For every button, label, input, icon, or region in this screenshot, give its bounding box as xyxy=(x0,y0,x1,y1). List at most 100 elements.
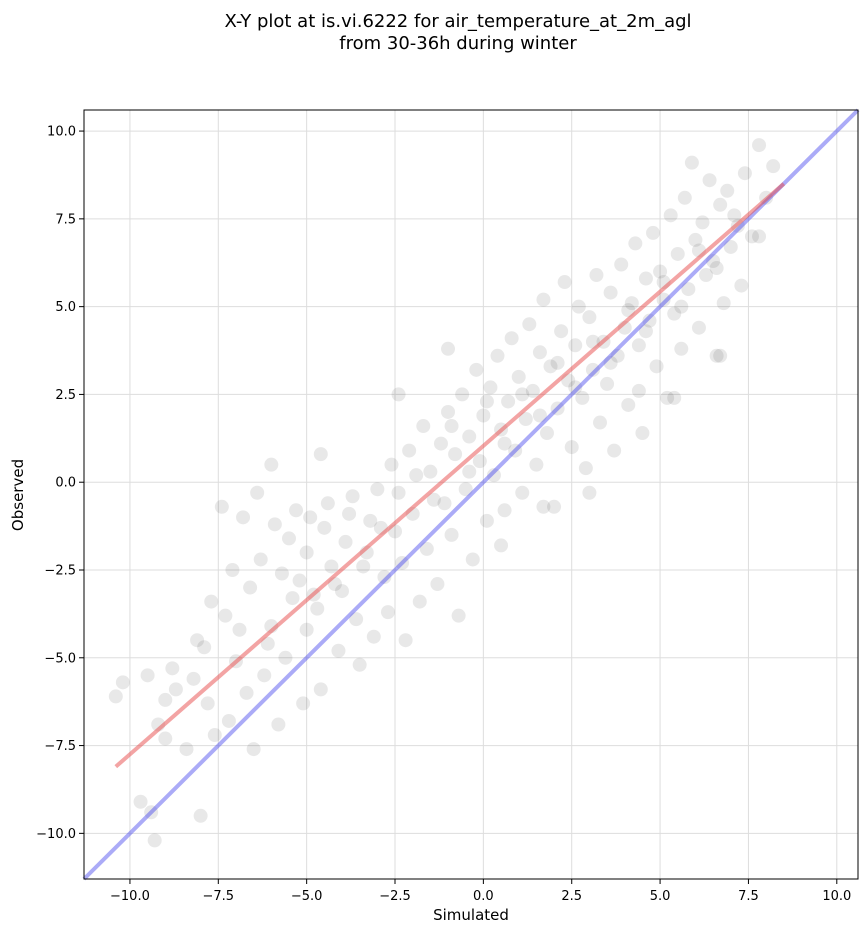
scatter-point xyxy=(593,415,607,430)
fit-line xyxy=(114,182,786,769)
scatter-point xyxy=(709,348,724,363)
scatter-point xyxy=(522,317,537,332)
scatter-point xyxy=(752,229,767,244)
scatter-point xyxy=(433,436,448,451)
scatter-point xyxy=(352,657,367,672)
scatter-point xyxy=(677,190,692,205)
scatter-point xyxy=(713,348,728,363)
scatter-point xyxy=(684,155,699,170)
scatter-point xyxy=(646,225,661,240)
scatter-point xyxy=(575,390,590,405)
scatter-point xyxy=(706,253,721,268)
scatter-point xyxy=(412,594,427,609)
scatter-point xyxy=(133,794,148,809)
x-tick-label: 7.5 xyxy=(738,889,759,904)
scatter-point xyxy=(441,404,456,419)
scatter-point xyxy=(342,506,357,521)
scatter-point xyxy=(462,429,477,444)
scatter-point xyxy=(250,485,265,500)
scatter-point xyxy=(472,454,487,469)
scatter-point xyxy=(486,468,501,483)
scatter-point xyxy=(409,468,424,483)
scatter-point xyxy=(723,239,738,254)
scatter-point xyxy=(631,383,646,398)
scatter-point xyxy=(638,324,653,339)
x-axis-ticks: −10.0 −7.5 −5.0 −2.5 0.0 2.5 5.0 7.5 10.0 xyxy=(110,879,851,904)
scatter-point xyxy=(624,296,639,311)
scatter-point xyxy=(200,696,215,711)
scatter-point xyxy=(744,229,759,244)
scatter-point xyxy=(380,605,395,620)
scatter-point xyxy=(335,584,349,599)
scatter-point xyxy=(508,443,523,458)
scatter-point xyxy=(501,394,516,409)
scatter-point xyxy=(695,215,710,230)
scatter-point xyxy=(568,338,583,353)
scatter-point xyxy=(317,520,332,535)
x-tick-label: 5.0 xyxy=(650,889,671,904)
scatter-point xyxy=(716,296,731,311)
chart-title-line-1: X-Y plot at is.vi.6222 for air_temperatu… xyxy=(224,11,691,32)
y-tick-label: −5.0 xyxy=(44,651,76,666)
scatter-point xyxy=(536,292,551,307)
scatter-point xyxy=(285,591,300,606)
scatter-point xyxy=(497,436,512,451)
scatter-point xyxy=(550,355,565,370)
scatter-point xyxy=(292,573,307,588)
scatter-point xyxy=(585,362,600,377)
y-tick-label: 2.5 xyxy=(55,388,76,403)
scatter-point xyxy=(462,464,477,479)
scatter-point xyxy=(699,268,714,283)
scatter-point xyxy=(398,633,413,648)
y-axis-ticks: −10.0 −7.5 −5.0 −2.5 0.0 2.5 5.0 7.5 10.0 xyxy=(36,125,84,842)
scatter-point xyxy=(737,166,752,181)
scatter-point xyxy=(281,531,296,546)
scatter-point xyxy=(476,408,491,423)
scatter-point xyxy=(313,447,328,462)
scatter-point xyxy=(635,426,650,441)
scatter-point xyxy=(444,527,459,542)
x-tick-label: 0.0 xyxy=(473,889,494,904)
scatter-point xyxy=(663,208,678,223)
scatter-point xyxy=(144,805,159,820)
scatter-point xyxy=(479,513,494,528)
scatter-point xyxy=(232,622,247,637)
scatter-point xyxy=(582,310,597,325)
scatter-point xyxy=(278,650,293,665)
scatter-point xyxy=(218,608,233,623)
scatter-point xyxy=(320,496,335,511)
scatter-point xyxy=(324,559,339,574)
plot-area-frame xyxy=(83,109,859,880)
scatter-point xyxy=(578,461,593,476)
scatter-point xyxy=(186,671,201,686)
scatter-point xyxy=(108,689,123,704)
y-tick-label: 7.5 xyxy=(55,212,76,227)
scatter-point xyxy=(642,313,657,328)
scatter-point xyxy=(734,278,749,293)
scatter-point xyxy=(603,355,618,370)
scatter-point xyxy=(670,246,685,261)
scatter-point xyxy=(391,387,406,402)
scatter-point xyxy=(366,629,381,644)
scatter-point xyxy=(190,633,205,648)
scatter-point xyxy=(702,173,717,188)
scatter-point xyxy=(709,261,724,276)
scatter-point xyxy=(267,517,282,532)
scatter-point xyxy=(638,271,653,286)
scatter-point xyxy=(713,197,728,212)
scatter-point xyxy=(465,552,480,567)
x-tick-label: −7.5 xyxy=(203,889,235,904)
scatter-point xyxy=(246,742,261,757)
scatter-point xyxy=(299,545,314,560)
scatter-point xyxy=(511,369,526,384)
scatter-point xyxy=(688,232,703,247)
scatter-point xyxy=(419,541,434,556)
scatter-point xyxy=(426,492,441,507)
scatter-point xyxy=(614,257,629,272)
scatter-point xyxy=(264,457,279,472)
scatter-point xyxy=(603,285,618,300)
scatter-point xyxy=(451,608,466,623)
x-tick-label: 10.0 xyxy=(822,889,851,904)
scatter-point xyxy=(158,692,173,707)
scatter-point xyxy=(423,464,438,479)
